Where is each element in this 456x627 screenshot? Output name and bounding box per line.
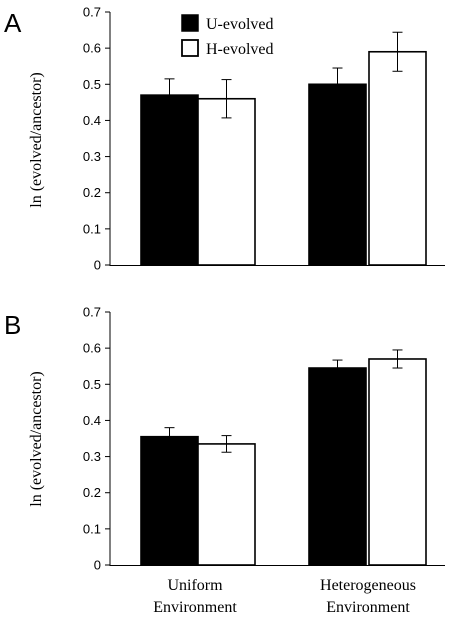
bar-b-uniform-u-evolved — [140, 435, 199, 566]
y-axis-label-b: ln (evolved/ancestor) — [28, 371, 45, 507]
panel-b: B ln (evolved/ancestor) 0 0.1 0.2 0.3 0.4 0.5… — [4, 305, 445, 573]
category-label-heterogeneous-line2: Environment — [326, 599, 410, 616]
panel-letter-a: A — [4, 8, 22, 38]
y-tick-label-b-5: 0.5 — [83, 377, 101, 392]
y-tick-label-b-0: 0 — [94, 558, 101, 573]
y-tick-label-b-7: 0.7 — [83, 305, 101, 320]
y-tick-label-a-4: 0.4 — [83, 113, 101, 128]
legend-label-h-evolved: H-evolved — [206, 41, 274, 58]
y-tick-label-b-1: 0.1 — [83, 521, 101, 536]
bars-a — [140, 31, 427, 266]
bar-a-heterogeneous-u-evolved — [308, 83, 367, 266]
panel-letter-b: B — [4, 310, 21, 340]
y-tick-label-a-2: 0.2 — [83, 185, 101, 200]
y-tick-label-a-7: 0.7 — [83, 5, 101, 20]
y-tick-label-a-0: 0 — [94, 258, 101, 273]
panel-a: A ln (evolved/ancestor) 0 0.1 0.2 0.3 0.4 0.5… — [4, 5, 445, 273]
legend-swatch-u-evolved — [181, 14, 199, 32]
y-axis-label-a: ln (evolved/ancestor) — [28, 72, 45, 208]
category-labels: Uniform Environment Heterogeneous Enviro… — [153, 577, 416, 616]
y-tick-label-a-6: 0.6 — [83, 41, 101, 56]
bars-b — [140, 349, 427, 566]
bar-b-uniform-h-evolved — [197, 443, 256, 566]
y-tick-label-b-6: 0.6 — [83, 341, 101, 356]
bar-a-heterogeneous-h-evolved — [368, 50, 427, 266]
category-label-heterogeneous-line1: Heterogeneous — [320, 577, 416, 594]
y-tick-label-a-1: 0.1 — [83, 221, 101, 236]
y-tick-label-b-4: 0.4 — [83, 413, 101, 428]
y-tick-label-a-5: 0.5 — [83, 77, 101, 92]
bar-a-uniform-u-evolved — [140, 94, 199, 266]
y-tick-label-a-3: 0.3 — [83, 149, 101, 164]
y-ticks-a: 0 0.1 0.2 0.3 0.4 0.5 0.6 0.7 — [83, 5, 110, 273]
bar-a-uniform-h-evolved — [197, 97, 256, 266]
bar-b-heterogeneous-u-evolved — [308, 367, 367, 566]
y-tick-label-b-2: 0.2 — [83, 485, 101, 500]
legend-label-u-evolved: U-evolved — [206, 16, 274, 33]
category-label-uniform-line1: Uniform — [167, 577, 223, 594]
category-label-uniform-line2: Environment — [153, 599, 237, 616]
legend: U-evolved H-evolved — [181, 14, 274, 58]
y-tick-label-b-3: 0.3 — [83, 449, 101, 464]
y-ticks-b: 0 0.1 0.2 0.3 0.4 0.5 0.6 0.7 — [83, 305, 110, 573]
bar-b-heterogeneous-h-evolved — [368, 358, 427, 566]
legend-swatch-h-evolved — [181, 39, 199, 57]
